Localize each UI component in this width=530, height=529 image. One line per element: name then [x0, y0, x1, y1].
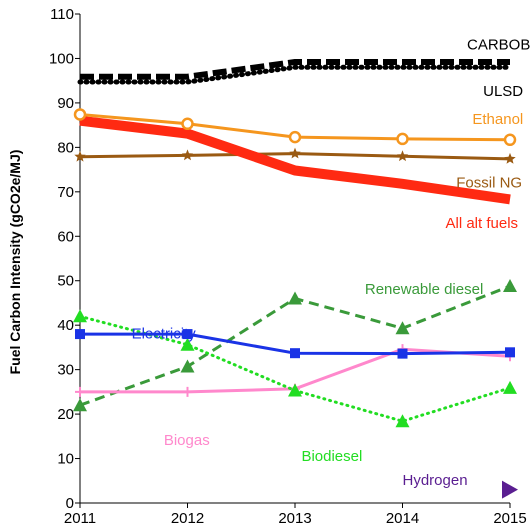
label-fossil-ng: Fossil NG: [456, 174, 522, 191]
marker-electricity: [75, 329, 85, 340]
marker-hydrogen: [502, 480, 518, 499]
label-renewable-diesel: Renewable diesel: [365, 281, 483, 298]
y-tick-label: 60: [57, 228, 74, 245]
series-hydrogen: [502, 480, 518, 499]
marker-biogas: [75, 386, 85, 397]
label-all-alt-fuels: All alt fuels: [446, 215, 519, 232]
marker-biodiesel: [73, 309, 87, 323]
series-fossil-ng: [74, 147, 516, 164]
y-tick-label: 30: [57, 362, 74, 379]
marker-fossil-ng: [289, 147, 301, 159]
x-tick-label: 2012: [171, 510, 204, 527]
y-tick-label: 70: [57, 184, 74, 201]
marker-renewable-diesel: [503, 279, 517, 293]
marker-electricity: [290, 348, 300, 359]
series-ethanol: [73, 108, 517, 147]
label-ulsd: ULSD: [483, 83, 523, 100]
y-axis-title: Fuel Carbon Intensity (gCO2e/MJ): [7, 150, 23, 375]
marker-biodiesel: [503, 380, 517, 394]
y-tick-label: 40: [57, 317, 74, 334]
y-tick-label: 10: [57, 451, 74, 468]
y-tick-label: 20: [57, 406, 74, 423]
marker-biodiesel: [288, 383, 302, 397]
marker-biodiesel: [180, 337, 195, 351]
x-tick-label: 2014: [386, 510, 419, 527]
series-carbob: [80, 59, 510, 80]
series-layer: [73, 59, 518, 499]
label-hydrogen: Hydrogen: [403, 472, 468, 489]
marker-ethanol: [396, 132, 409, 146]
x-tick-label: 2013: [278, 510, 311, 527]
marker-fossil-ng: [181, 149, 194, 161]
line-carbob: [80, 59, 510, 80]
marker-renewable-diesel: [73, 398, 87, 412]
label-biogas: Biogas: [164, 432, 210, 449]
marker-electricity: [505, 347, 515, 358]
series-ulsd: [77, 64, 513, 85]
line-all-alt-fuels: [79, 115, 511, 205]
marker-fossil-ng: [504, 152, 516, 164]
label-electricity: Electricity: [132, 326, 197, 343]
marker-fossil-ng: [74, 150, 86, 162]
axes: 0 10 20 30 40 50 60 70 80 90 100 110 2011 2012 2013 201…: [49, 6, 527, 527]
marker-biogas: [182, 386, 193, 397]
marker-electricity: [397, 348, 408, 359]
y-tick-label: 50: [57, 273, 74, 290]
marker-ethanol: [73, 108, 87, 121]
label-ethanol: Ethanol: [472, 111, 523, 128]
series-electricity: [75, 329, 515, 359]
marker-fossil-ng: [396, 150, 409, 162]
marker-renewable-diesel: [288, 291, 302, 305]
series-all-alt-fuels: [79, 115, 511, 205]
y-tick-label: 110: [50, 6, 74, 23]
marker-ethanol: [288, 130, 302, 144]
marker-ethanol: [181, 117, 194, 131]
marker-biodiesel: [395, 414, 410, 428]
marker-renewable-diesel: [395, 321, 410, 335]
line-ulsd: [77, 64, 513, 85]
y-tick-label: 0: [66, 495, 74, 512]
marker-electricity: [182, 329, 193, 340]
y-tick-label: 100: [49, 50, 74, 67]
series-labels: CARBOB ULSD Ethanol Fossil NG All alt fuels R…: [132, 37, 530, 490]
y-tick-label: 80: [57, 139, 74, 156]
y-tick-label: 90: [57, 95, 74, 112]
label-carbob: CARBOB: [467, 37, 530, 54]
x-tick-label: 2015: [493, 510, 526, 527]
x-tick-label: 2011: [64, 510, 96, 527]
label-biodiesel: Biodiesel: [301, 448, 362, 465]
marker-ethanol: [503, 133, 517, 147]
series-renewable-diesel: [73, 279, 517, 412]
marker-renewable-diesel: [180, 359, 195, 373]
